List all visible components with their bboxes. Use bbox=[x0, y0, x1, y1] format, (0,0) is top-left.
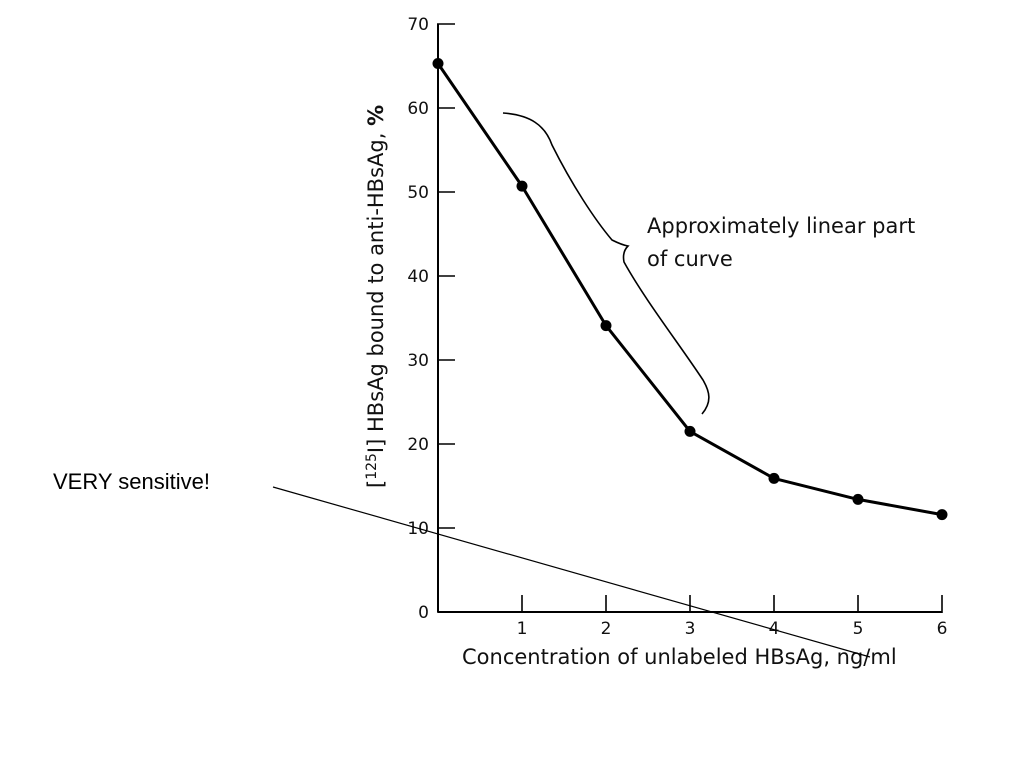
y-tick-label: 30 bbox=[407, 351, 429, 371]
x-axis-title: Concentration of unlabeled HBsAg, ng/ml bbox=[462, 645, 897, 669]
data-point bbox=[600, 320, 612, 332]
y-axis-title-superscript: 125 bbox=[364, 453, 380, 480]
y-axis-title-percent: % bbox=[364, 105, 388, 126]
series bbox=[432, 58, 948, 521]
axes bbox=[437, 24, 942, 613]
data-point bbox=[516, 180, 528, 192]
data-point bbox=[936, 509, 948, 521]
x-tick-label: 2 bbox=[601, 619, 612, 639]
annotation-line-1: Approximately linear part bbox=[647, 214, 915, 238]
annotation-line-2: of curve bbox=[647, 247, 733, 271]
annotation-group: Approximately linear part of curve bbox=[502, 112, 915, 415]
y-tick-label: 0 bbox=[418, 603, 429, 623]
x-axis-ticks: 1 2 3 4 5 6 bbox=[517, 595, 948, 639]
x-tick-label: 1 bbox=[517, 619, 528, 639]
series-line bbox=[436, 62, 943, 517]
y-tick-label: 10 bbox=[407, 519, 429, 539]
x-tick-label: 6 bbox=[937, 619, 948, 639]
data-point bbox=[768, 472, 780, 484]
y-axis-title: [125I] HBsAg bound to anti-HBsAg, % bbox=[364, 105, 388, 488]
x-tick-label: 5 bbox=[853, 619, 864, 639]
y-axis-ticks: 0 10 20 30 40 50 60 70 bbox=[407, 15, 455, 623]
data-point bbox=[852, 493, 864, 505]
x-tick-label: 4 bbox=[769, 619, 780, 639]
x-tick-label: 3 bbox=[685, 619, 696, 639]
y-tick-label: 50 bbox=[407, 183, 429, 203]
y-tick-label: 60 bbox=[407, 99, 429, 119]
data-point bbox=[684, 425, 696, 437]
note-text: VERY sensitive! bbox=[53, 469, 210, 494]
annotation-brace bbox=[502, 112, 710, 415]
data-point bbox=[432, 58, 444, 69]
y-tick-label: 20 bbox=[407, 435, 429, 455]
y-tick-label: 40 bbox=[407, 267, 429, 287]
y-axis-title-main: I] HBsAg bound to anti-HBsAg, bbox=[364, 126, 388, 453]
pointer-line bbox=[272, 486, 871, 658]
y-tick-label: 70 bbox=[407, 15, 429, 35]
y-axis-title-prefix: [ bbox=[364, 480, 388, 488]
